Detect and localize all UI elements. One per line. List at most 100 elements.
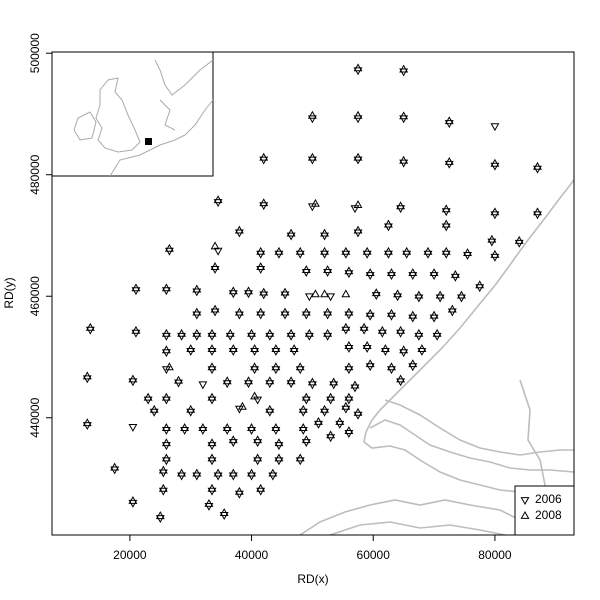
point xyxy=(128,423,138,432)
point xyxy=(192,307,202,316)
point xyxy=(353,200,363,209)
point xyxy=(234,486,244,495)
point xyxy=(414,290,424,299)
point xyxy=(408,310,418,319)
point xyxy=(399,64,409,73)
point xyxy=(371,288,381,297)
point xyxy=(161,453,171,462)
point xyxy=(158,465,168,474)
point xyxy=(274,453,284,462)
point xyxy=(441,246,451,255)
point xyxy=(250,391,260,400)
inset-denmark xyxy=(159,99,176,131)
point xyxy=(320,404,330,413)
coastline xyxy=(299,179,574,535)
point xyxy=(247,468,257,477)
point xyxy=(253,435,263,444)
point xyxy=(192,328,202,337)
estuary-south xyxy=(299,499,521,535)
point xyxy=(219,508,229,517)
point xyxy=(490,249,500,258)
point xyxy=(186,404,196,413)
point xyxy=(323,265,333,274)
legend-box xyxy=(514,485,575,536)
point xyxy=(323,328,333,337)
point xyxy=(301,265,311,274)
point xyxy=(271,344,281,352)
point xyxy=(161,423,171,431)
point xyxy=(161,392,171,401)
point xyxy=(344,362,354,371)
point xyxy=(396,325,406,334)
point xyxy=(192,284,202,293)
point xyxy=(353,225,363,234)
point xyxy=(256,307,266,316)
point xyxy=(289,344,299,352)
point xyxy=(387,308,396,317)
point xyxy=(450,269,460,278)
point xyxy=(198,423,208,431)
point xyxy=(417,344,427,352)
point xyxy=(274,246,284,255)
plot-frame xyxy=(51,51,575,536)
point xyxy=(207,392,217,401)
y-tick-label: 440000 xyxy=(28,397,42,437)
point xyxy=(432,328,442,337)
point xyxy=(399,345,409,354)
point xyxy=(161,438,171,447)
point xyxy=(256,246,266,255)
point xyxy=(256,483,266,492)
point xyxy=(341,289,351,298)
point xyxy=(228,344,238,352)
x-tick-label: 40000 xyxy=(235,548,269,562)
island xyxy=(329,521,506,535)
point xyxy=(323,307,333,316)
point xyxy=(435,290,445,299)
point xyxy=(207,438,217,447)
inset-map xyxy=(51,51,214,177)
point xyxy=(164,243,174,252)
point xyxy=(82,418,92,427)
point xyxy=(271,423,281,431)
point xyxy=(423,246,433,255)
point xyxy=(253,453,263,462)
coast xyxy=(379,179,574,411)
inset-britain xyxy=(95,77,141,153)
point xyxy=(110,462,120,471)
legend: 2006 2008 xyxy=(514,485,575,536)
point xyxy=(307,110,317,119)
point xyxy=(441,204,451,213)
point xyxy=(444,156,454,165)
point xyxy=(237,401,247,410)
point xyxy=(393,289,403,298)
point xyxy=(365,359,375,368)
point xyxy=(362,341,372,349)
point xyxy=(307,203,317,212)
point xyxy=(286,328,296,337)
river xyxy=(519,379,549,501)
point xyxy=(265,328,275,337)
point xyxy=(353,407,363,416)
series xyxy=(82,63,542,520)
point xyxy=(259,287,269,296)
point xyxy=(131,283,141,292)
inset-location xyxy=(145,138,152,145)
point xyxy=(335,416,345,425)
point xyxy=(344,266,354,275)
point xyxy=(213,195,223,204)
point xyxy=(213,468,223,477)
point xyxy=(298,423,308,431)
point xyxy=(320,228,330,237)
point xyxy=(326,430,336,439)
point xyxy=(250,344,260,352)
point xyxy=(359,322,369,331)
point xyxy=(192,468,202,477)
point xyxy=(207,453,217,462)
point xyxy=(402,246,412,255)
point xyxy=(490,123,500,132)
point xyxy=(265,376,275,385)
point xyxy=(280,307,290,316)
point xyxy=(207,362,217,371)
point xyxy=(295,362,305,371)
